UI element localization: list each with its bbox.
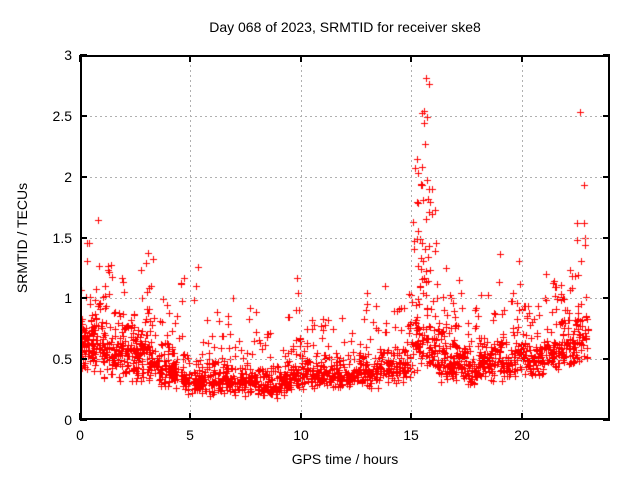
x-tick-top: [79, 55, 81, 62]
y-tick-label: 2: [64, 169, 72, 185]
y-tick-right: [603, 176, 610, 178]
y-tick-left: [80, 237, 87, 239]
x-tick-label: 0: [76, 427, 84, 443]
y-tick-right: [603, 358, 610, 360]
y-tick-label: 3: [64, 47, 72, 63]
y-tick-label: 0: [64, 412, 72, 428]
y-tick-left: [80, 54, 87, 56]
x-tick-bottom: [300, 413, 302, 420]
x-tick-bottom: [410, 413, 412, 420]
grid-line-vertical: [522, 55, 523, 420]
y-tick-right: [603, 54, 610, 56]
y-tick-label: 1: [64, 290, 72, 306]
x-tick-label: 15: [403, 427, 419, 443]
y-tick-left: [80, 419, 87, 421]
x-tick-bottom: [521, 413, 523, 420]
x-tick-label: 5: [186, 427, 194, 443]
y-tick-right: [603, 297, 610, 299]
x-tick-top: [521, 55, 523, 62]
grid-line-horizontal: [80, 359, 610, 360]
y-tick-right: [603, 237, 610, 239]
x-axis-label: GPS time / hours: [291, 451, 399, 467]
y-tick-left: [80, 358, 87, 360]
x-tick-top: [189, 55, 191, 62]
plot-area: [79, 54, 610, 421]
grid-line-vertical: [190, 55, 191, 420]
y-tick-left: [80, 115, 87, 117]
grid-line-horizontal: [80, 116, 610, 117]
y-axis-label: SRMTID / TECUs: [14, 182, 30, 294]
y-tick-left: [80, 297, 87, 299]
x-tick-top: [410, 55, 412, 62]
y-tick-label: 0.5: [52, 351, 72, 367]
y-tick-label: 1.5: [52, 230, 72, 246]
grid-line-horizontal: [80, 177, 610, 178]
x-tick-label: 10: [293, 427, 309, 443]
y-tick-right: [603, 419, 610, 421]
y-tick-left: [80, 176, 87, 178]
grid-line-vertical: [411, 55, 412, 420]
x-tick-label: 20: [514, 427, 530, 443]
x-tick-bottom: [189, 413, 191, 420]
x-tick-top: [300, 55, 302, 62]
grid-line-vertical: [301, 55, 302, 420]
chart-title: Day 068 of 2023, SRMTID for receiver ske…: [209, 19, 481, 35]
grid-line-horizontal: [80, 298, 610, 299]
y-tick-label: 2.5: [52, 108, 72, 124]
grid-line-horizontal: [80, 238, 610, 239]
y-tick-right: [603, 115, 610, 117]
